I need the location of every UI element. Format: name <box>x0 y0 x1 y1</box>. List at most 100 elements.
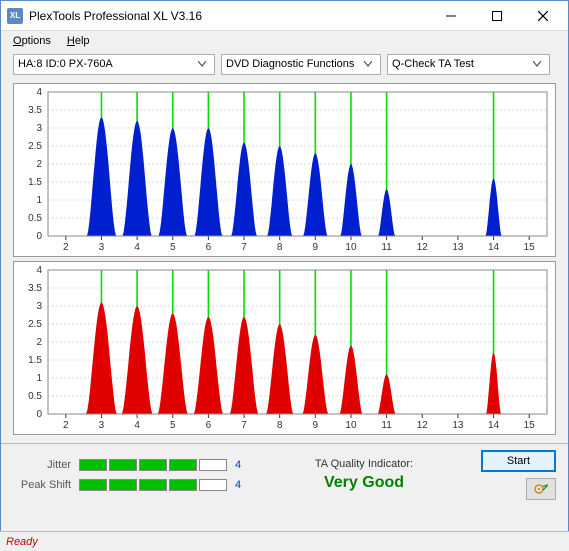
test-dropdown[interactable]: Q-Check TA Test <box>387 54 550 75</box>
svg-text:13: 13 <box>452 242 464 253</box>
minimize-button[interactable] <box>428 1 474 31</box>
svg-text:4: 4 <box>36 87 42 98</box>
peakshift-label: Peak Shift <box>13 479 71 491</box>
svg-text:6: 6 <box>206 242 212 253</box>
close-button[interactable] <box>520 1 566 31</box>
jitter-bars <box>79 459 227 471</box>
level-bar <box>199 459 227 471</box>
svg-text:3.5: 3.5 <box>28 283 42 294</box>
maximize-button[interactable] <box>474 1 520 31</box>
svg-text:0: 0 <box>36 231 42 242</box>
menu-options-label: ptions <box>22 35 51 47</box>
window-controls <box>428 1 566 31</box>
quality-value: Very Good <box>259 474 469 492</box>
svg-text:1.5: 1.5 <box>28 355 42 366</box>
disc-export-icon <box>534 482 548 496</box>
chart-area: 0 0.5 1 1.5 2 2.5 3 3.5 4 2 3 4 5 6 7 8 9 10 11 12 13 14 15 <box>1 259 568 437</box>
level-bar <box>199 479 227 491</box>
svg-text:2: 2 <box>36 337 42 348</box>
menu-help-label: elp <box>75 35 90 47</box>
level-bar <box>79 459 107 471</box>
svg-text:7: 7 <box>241 420 247 431</box>
chevron-down-icon <box>529 61 545 67</box>
svg-text:0.5: 0.5 <box>28 391 42 402</box>
level-bar <box>139 459 167 471</box>
svg-text:6: 6 <box>206 420 212 431</box>
svg-text:0: 0 <box>36 409 42 420</box>
svg-text:1.5: 1.5 <box>28 177 42 188</box>
svg-text:3: 3 <box>99 420 105 431</box>
level-bar <box>79 479 107 491</box>
drive-dropdown[interactable]: HA:8 ID:0 PX-760A <box>13 54 215 75</box>
chart-area: 0 0.5 1 1.5 2 2.5 3 3.5 4 2 3 4 5 6 7 8 9 10 11 12 13 14 15 <box>1 77 568 259</box>
level-bar <box>139 479 167 491</box>
svg-text:12: 12 <box>417 420 429 431</box>
titlebar: XL PlexTools Professional XL V3.16 <box>1 1 568 31</box>
window-title: PlexTools Professional XL V3.16 <box>27 9 428 23</box>
svg-text:2.5: 2.5 <box>28 319 42 330</box>
app-icon: XL <box>7 8 23 24</box>
svg-text:11: 11 <box>381 420 392 431</box>
chart-bottom: 0 0.5 1 1.5 2 2.5 3 3.5 4 2 3 4 5 6 7 8 9 10 11 12 13 14 15 <box>13 261 556 435</box>
svg-text:10: 10 <box>345 420 357 431</box>
jitter-row: Jitter 4 <box>13 459 247 471</box>
action-buttons: Start <box>481 450 556 500</box>
svg-text:5: 5 <box>170 242 176 253</box>
svg-text:10: 10 <box>345 242 357 253</box>
svg-text:3: 3 <box>99 242 105 253</box>
level-bar <box>169 479 197 491</box>
menubar: Options Help <box>1 31 568 51</box>
chart-top: 0 0.5 1 1.5 2 2.5 3 3.5 4 2 3 4 5 6 7 8 9 10 11 12 13 14 15 <box>13 83 556 257</box>
quality-indicator: TA Quality Indicator: Very Good <box>259 458 469 492</box>
export-button[interactable] <box>526 478 556 500</box>
svg-text:2: 2 <box>36 159 42 170</box>
svg-text:15: 15 <box>524 420 536 431</box>
svg-text:5: 5 <box>170 420 176 431</box>
svg-text:13: 13 <box>452 420 464 431</box>
svg-text:3.5: 3.5 <box>28 105 42 116</box>
start-button[interactable]: Start <box>481 450 556 472</box>
svg-text:12: 12 <box>417 242 429 253</box>
svg-text:2: 2 <box>63 420 69 431</box>
svg-text:11: 11 <box>381 242 392 253</box>
svg-text:1: 1 <box>36 373 42 384</box>
svg-text:9: 9 <box>313 420 319 431</box>
drive-dropdown-text: HA:8 ID:0 PX-760A <box>18 58 194 70</box>
svg-text:2.5: 2.5 <box>28 141 42 152</box>
chevron-down-icon <box>360 61 376 67</box>
svg-text:9: 9 <box>313 242 319 253</box>
menu-options[interactable]: Options <box>5 33 59 49</box>
svg-text:8: 8 <box>277 420 283 431</box>
function-dropdown[interactable]: DVD Diagnostic Functions <box>221 54 381 75</box>
status-text: Ready <box>6 536 38 548</box>
svg-text:4: 4 <box>36 265 42 276</box>
svg-text:14: 14 <box>488 420 500 431</box>
metrics-left: Jitter 4 Peak Shift 4 <box>13 459 247 491</box>
jitter-label: Jitter <box>13 459 71 471</box>
level-bar <box>169 459 197 471</box>
level-bar <box>109 479 137 491</box>
svg-text:15: 15 <box>524 242 536 253</box>
level-bar <box>109 459 137 471</box>
function-dropdown-text: DVD Diagnostic Functions <box>226 58 360 70</box>
svg-text:1: 1 <box>36 195 42 206</box>
statusbar: Ready <box>0 531 569 551</box>
svg-text:0.5: 0.5 <box>28 213 42 224</box>
jitter-value: 4 <box>235 459 247 471</box>
test-dropdown-text: Q-Check TA Test <box>392 58 529 70</box>
svg-text:14: 14 <box>488 242 500 253</box>
menu-help[interactable]: Help <box>59 33 98 49</box>
peakshift-row: Peak Shift 4 <box>13 479 247 491</box>
svg-text:3: 3 <box>36 301 42 312</box>
peakshift-bars <box>79 479 227 491</box>
svg-text:7: 7 <box>241 242 247 253</box>
svg-text:8: 8 <box>277 242 283 253</box>
svg-text:2: 2 <box>63 242 69 253</box>
metrics-panel: Jitter 4 Peak Shift 4 TA Quality Indicat… <box>1 444 568 506</box>
svg-text:3: 3 <box>36 123 42 134</box>
chevron-down-icon <box>194 61 210 67</box>
svg-text:4: 4 <box>134 242 140 253</box>
peakshift-value: 4 <box>235 479 247 491</box>
svg-text:4: 4 <box>134 420 140 431</box>
quality-label: TA Quality Indicator: <box>259 458 469 470</box>
